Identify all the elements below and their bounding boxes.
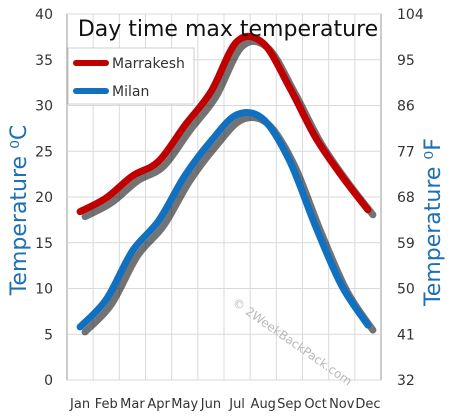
data-point-marrakesh xyxy=(340,174,344,178)
data-point-milan xyxy=(261,117,265,121)
chart-title: Day time max temperature xyxy=(78,17,378,42)
data-point-marrakesh xyxy=(78,210,82,214)
y-tick-right: 50 xyxy=(397,282,415,298)
data-point-marrakesh xyxy=(366,208,370,212)
x-tick-label: May xyxy=(171,397,198,412)
data-point-marrakesh xyxy=(209,90,213,94)
data-point-milan xyxy=(287,158,291,162)
data-point-milan xyxy=(366,323,370,327)
x-tick-label: Nov xyxy=(329,397,355,412)
y-tick-right: 95 xyxy=(397,53,415,69)
y-tick-left: 15 xyxy=(35,236,53,252)
data-point-marrakesh xyxy=(157,159,161,163)
series-line-marrakesh xyxy=(76,32,372,216)
y-tick-left: 10 xyxy=(35,282,53,298)
data-point-milan xyxy=(209,139,213,143)
x-tick-label: Sep xyxy=(277,397,302,412)
x-tick-label: Mar xyxy=(120,397,145,412)
x-tick-label: Jun xyxy=(200,397,221,412)
legend-label-milan: Milan xyxy=(112,84,149,100)
data-point-marrakesh xyxy=(183,124,187,128)
y-tick-left: 20 xyxy=(35,190,53,206)
y-tick-right: 59 xyxy=(397,236,415,252)
y-tick-left: 25 xyxy=(35,144,53,160)
x-tick-label: Apr xyxy=(147,397,170,412)
y-axis-right-label: Temperature ⁰F xyxy=(421,138,446,307)
y-tick-left: 40 xyxy=(35,7,53,23)
data-point-milan xyxy=(235,113,239,117)
y-tick-right: 104 xyxy=(397,7,424,23)
y-tick-right: 77 xyxy=(397,144,415,160)
data-point-milan xyxy=(157,219,161,223)
data-point-marrakesh xyxy=(130,174,134,178)
series-group xyxy=(76,32,377,336)
y-tick-right: 68 xyxy=(397,190,415,206)
y-tick-left: 35 xyxy=(35,53,53,69)
data-point-milan xyxy=(314,224,318,228)
series-line-milan xyxy=(76,108,372,331)
data-point-milan xyxy=(340,284,344,288)
data-point-milan xyxy=(78,325,82,329)
data-point-milan xyxy=(130,249,134,253)
legend: Marrakesh Milan xyxy=(67,47,195,105)
x-tick-label: Dec xyxy=(355,397,380,412)
x-axis: Jan Feb Mar Apr May Jun Jul Aug Sep Oct Nov Dec xyxy=(69,397,380,412)
y-tick-left: 5 xyxy=(44,327,53,343)
y-axis-left: 0 5 10 15 20 25 30 35 40 xyxy=(35,7,53,389)
y-tick-right: 41 xyxy=(397,327,415,343)
data-point-milan xyxy=(183,174,187,178)
legend-label-marrakesh: Marrakesh xyxy=(112,56,185,72)
y-tick-left: 0 xyxy=(44,373,53,389)
y-tick-right: 86 xyxy=(397,99,415,115)
y-tick-right: 32 xyxy=(397,373,415,389)
x-tick-label: Oct xyxy=(304,397,326,412)
x-tick-label: Jan xyxy=(69,397,90,412)
y-axis-left-label: Temperature ⁰C xyxy=(7,125,32,297)
y-axis-right: 32 41 50 59 68 77 86 95 104 xyxy=(397,7,424,389)
data-point-marrakesh xyxy=(287,85,291,89)
x-tick-label: Jul xyxy=(228,397,245,412)
data-point-marrakesh xyxy=(104,196,108,200)
x-tick-label: Aug xyxy=(251,397,276,412)
x-tick-label: Feb xyxy=(95,397,118,412)
y-tick-left: 30 xyxy=(35,99,53,115)
legend-box xyxy=(67,47,195,105)
data-point-marrakesh xyxy=(314,136,318,140)
data-point-milan xyxy=(104,297,108,301)
